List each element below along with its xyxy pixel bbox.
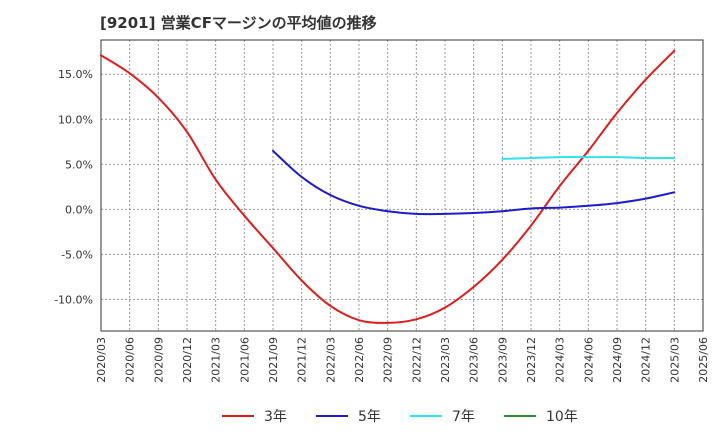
x-tick-label: 2023/03 (439, 337, 452, 383)
x-tick-label: 2024/03 (554, 337, 567, 383)
x-tick-label: 2024/09 (611, 337, 624, 383)
axes (100, 39, 704, 332)
series-lines (100, 49, 676, 324)
legend-label: 7年 (452, 409, 475, 425)
x-tick-label: 2021/12 (296, 337, 309, 383)
series-line-5年 (272, 149, 676, 216)
y-tick-label: -5.0% (61, 248, 93, 261)
legend-swatch (316, 415, 348, 417)
y-tick-label: 15.0% (58, 68, 93, 81)
y-tick-label: 0.0% (65, 203, 93, 216)
x-tick-label: 2024/06 (582, 337, 595, 383)
legend: 3年 5年 7年 10年 (0, 404, 720, 428)
x-tick-label: 2020/03 (95, 337, 108, 383)
chart-title: [9201] 営業CFマージンの平均値の推移 (100, 14, 377, 32)
legend-label: 10年 (546, 409, 578, 425)
x-tick-label: 2020/09 (152, 337, 165, 383)
x-tick-label: 2024/12 (640, 337, 653, 383)
legend-item: 3年 (222, 404, 287, 428)
legend-swatch (222, 415, 254, 417)
series-line-7年 (501, 156, 676, 160)
legend-item: 10年 (504, 404, 578, 428)
x-tick-label: 2023/09 (496, 337, 509, 383)
x-tick-label: 2022/09 (382, 337, 395, 383)
series-line-3年 (100, 49, 676, 324)
x-tick-label: 2025/03 (668, 337, 681, 383)
x-tick-label: 2022/06 (353, 337, 366, 383)
x-tick-label: 2022/03 (324, 337, 337, 383)
x-tick-label: 2020/12 (181, 337, 194, 383)
x-tick-label: 2023/12 (525, 337, 538, 383)
legend-item: 7年 (410, 404, 475, 428)
x-tick-label: 2021/09 (267, 337, 280, 383)
legend-item: 5年 (316, 404, 381, 428)
plot-frame (100, 39, 704, 332)
x-tick-label: 2021/03 (210, 337, 223, 383)
x-tick-label: 2023/06 (468, 337, 481, 383)
y-tick-label: 10.0% (58, 113, 93, 126)
legend-label: 5年 (358, 409, 381, 425)
y-tick-label: -10.0% (54, 293, 93, 306)
legend-label: 3年 (264, 409, 287, 425)
x-tick-label: 2022/12 (410, 337, 423, 383)
legend-swatch (504, 415, 536, 417)
x-tick-label: 2021/06 (238, 337, 251, 383)
grid (101, 40, 703, 331)
x-tick-label: 2025/06 (697, 337, 710, 383)
y-tick-label: 5.0% (65, 158, 93, 171)
legend-swatch (410, 415, 442, 417)
tick-labels: 15.0% 10.0% 5.0% 0.0% -5.0% -10.0% 2020/03 2020… (54, 68, 710, 382)
x-tick-label: 2020/06 (124, 337, 137, 383)
